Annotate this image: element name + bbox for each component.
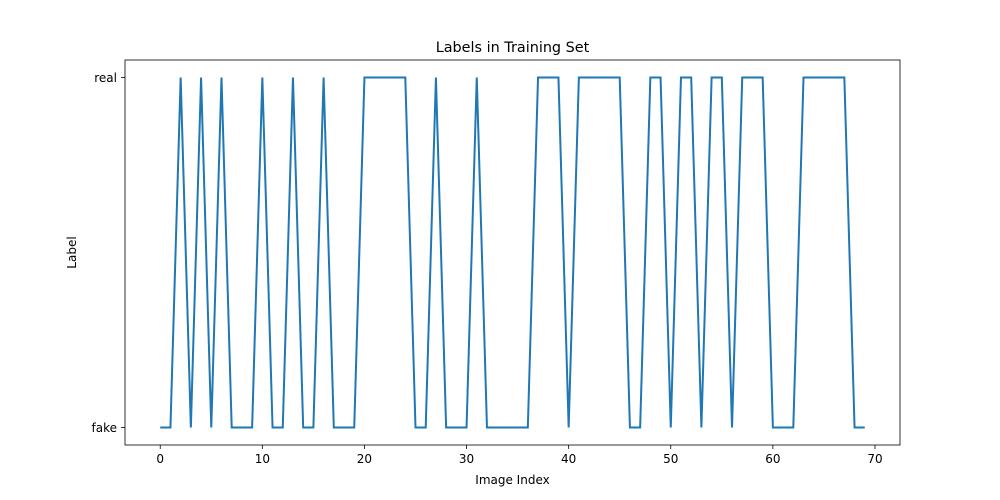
x-tick-label: 70 — [867, 452, 882, 466]
x-tick-label: 20 — [357, 452, 372, 466]
y-tick-label: real — [94, 71, 117, 85]
y-axis: fake real — [92, 71, 125, 435]
y-axis-label: Label — [65, 236, 79, 268]
x-tick-label: 50 — [663, 452, 678, 466]
x-tick-label: 40 — [561, 452, 576, 466]
x-axis: 0 10 20 30 40 50 60 70 — [156, 445, 883, 466]
y-tick-label: fake — [92, 421, 117, 435]
plot-area — [125, 60, 900, 445]
x-tick-label: 60 — [765, 452, 780, 466]
x-tick-label: 30 — [459, 452, 474, 466]
plot-frame — [124, 59, 901, 446]
x-axis-label: Image Index — [475, 473, 549, 487]
chart-title: Labels in Training Set — [436, 40, 590, 56]
series-layer — [160, 76, 865, 429]
series-line-0 — [160, 76, 865, 429]
x-tick-label: 0 — [156, 452, 164, 466]
x-tick-label: 10 — [255, 452, 270, 466]
